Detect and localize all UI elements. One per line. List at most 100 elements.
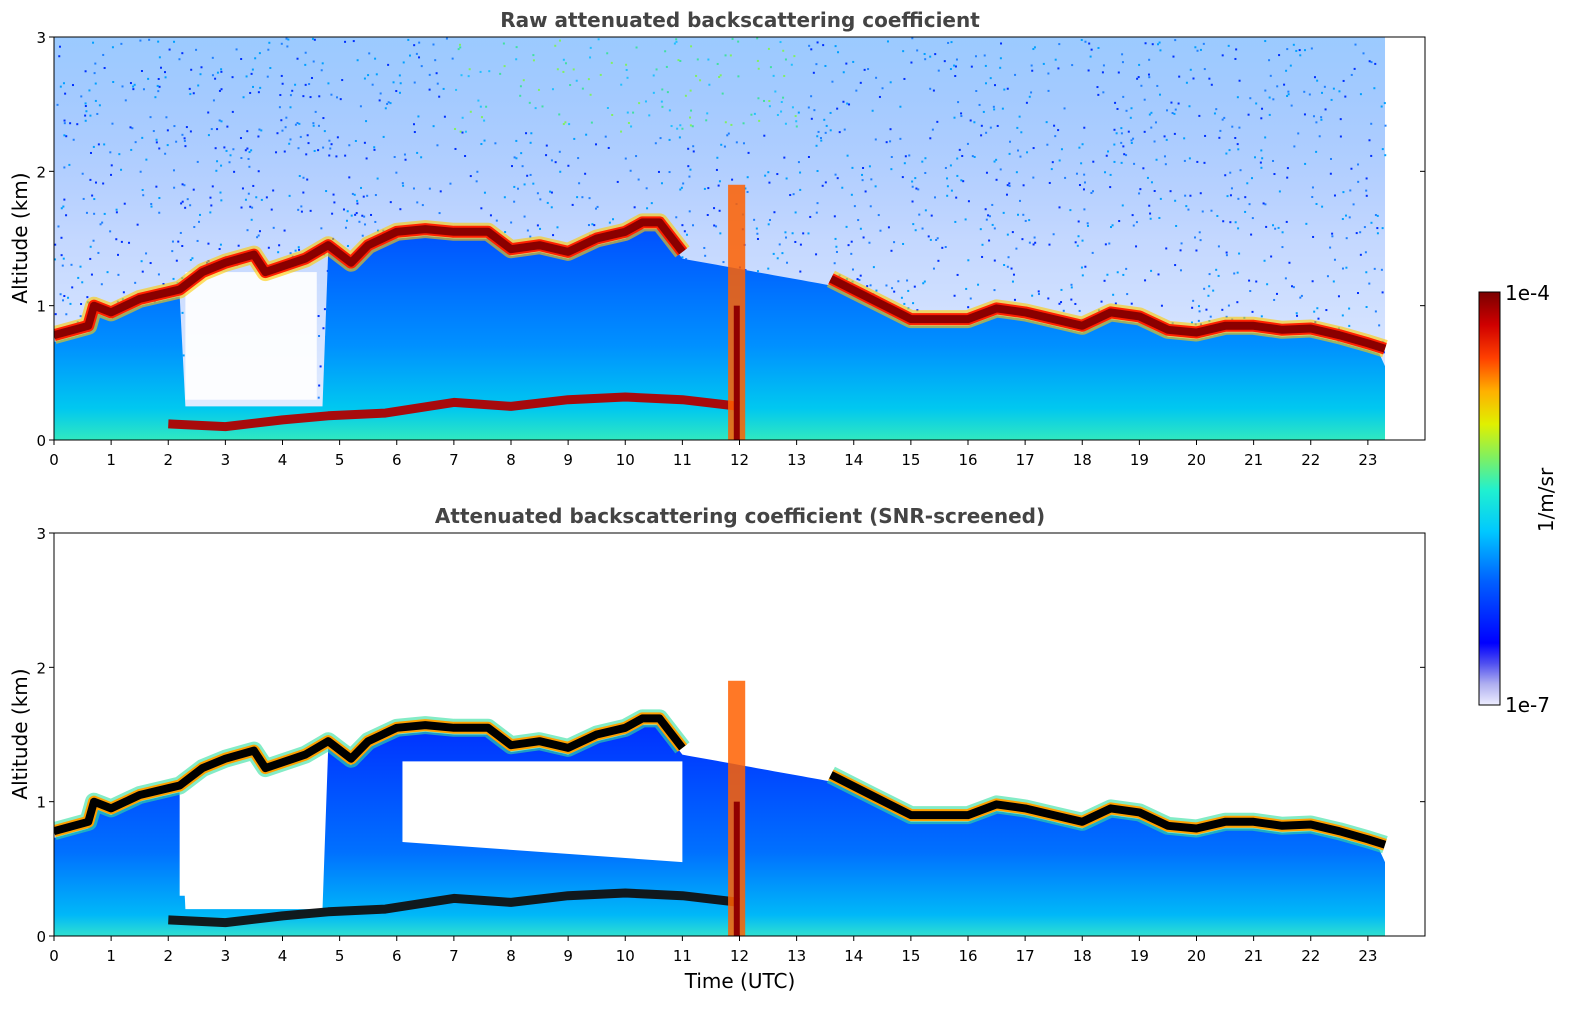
noise-speckle <box>1215 268 1218 271</box>
noise-speckle <box>1363 226 1366 229</box>
noise-speckle <box>1110 226 1113 229</box>
noise-speckle <box>683 230 686 233</box>
noise-speckle <box>1295 312 1298 315</box>
noise-speckle <box>782 96 785 99</box>
noise-speckle <box>691 125 694 128</box>
noise-speckle <box>1344 95 1347 98</box>
noise-speckle <box>1022 213 1025 216</box>
noise-speckle <box>834 45 837 48</box>
noise-speckle <box>219 191 222 194</box>
noise-speckle <box>1030 64 1033 67</box>
noise-speckle <box>65 313 68 316</box>
noise-speckle <box>101 221 104 224</box>
noise-speckle <box>1350 167 1353 170</box>
noise-speckle <box>214 77 217 80</box>
noise-speckle <box>200 66 203 69</box>
noise-speckle <box>843 128 846 131</box>
noise-speckle <box>175 259 178 262</box>
noise-speckle <box>794 115 797 118</box>
noise-speckle <box>575 79 578 82</box>
noise-speckle <box>248 165 251 168</box>
noise-speckle <box>417 115 420 118</box>
noise-speckle <box>1180 242 1183 245</box>
noise-speckle <box>1357 163 1360 166</box>
noise-speckle <box>664 50 667 53</box>
noise-speckle <box>851 166 854 169</box>
layer-core <box>829 771 1387 849</box>
noise-speckle <box>927 235 930 238</box>
noise-speckle <box>776 257 779 260</box>
noise-speckle <box>1221 54 1224 57</box>
noise-speckle <box>344 154 347 157</box>
noise-speckle <box>1028 219 1031 222</box>
noise-speckle <box>1248 279 1251 282</box>
noise-speckle <box>1359 231 1362 234</box>
noise-speckle <box>1333 194 1336 197</box>
noise-speckle <box>1284 277 1287 280</box>
noise-speckle <box>606 106 609 109</box>
noise-speckle <box>515 58 518 61</box>
noise-speckle <box>737 40 740 43</box>
noise-speckle <box>1142 167 1145 170</box>
noise-speckle <box>1264 203 1267 206</box>
noise-speckle <box>246 229 249 232</box>
noise-speckle <box>793 55 796 58</box>
noise-speckle <box>225 149 228 152</box>
noise-speckle <box>1229 194 1232 197</box>
noise-speckle <box>853 205 856 208</box>
noise-speckle <box>1117 71 1120 74</box>
noise-speckle <box>333 201 336 204</box>
noise-speckle <box>269 66 272 69</box>
noise-speckle <box>1125 267 1128 270</box>
noise-speckle <box>1054 58 1057 61</box>
noise-speckle <box>850 252 853 255</box>
noise-speckle <box>134 141 137 144</box>
noise-speckle <box>172 277 175 280</box>
noise-speckle <box>785 236 788 239</box>
noise-speckle <box>331 212 334 215</box>
noise-speckle <box>341 79 344 82</box>
noise-speckle <box>233 170 236 173</box>
noise-speckle <box>65 135 68 138</box>
noise-speckle <box>845 62 848 65</box>
noise-speckle <box>229 154 232 157</box>
noise-speckle <box>522 79 525 82</box>
noise-speckle <box>1272 159 1275 162</box>
noise-speckle <box>537 88 540 91</box>
noise-speckle <box>660 100 663 103</box>
noise-speckle <box>841 186 844 189</box>
noise-speckle <box>1081 143 1084 146</box>
noise-speckle <box>294 83 297 86</box>
noise-speckle <box>120 42 123 45</box>
noise-speckle <box>211 56 214 59</box>
noise-speckle <box>464 155 467 158</box>
noise-speckle <box>370 213 373 216</box>
noise-speckle <box>1063 107 1066 110</box>
noise-speckle <box>348 176 351 179</box>
noise-speckle <box>276 132 279 135</box>
noise-speckle <box>1222 220 1225 223</box>
noise-speckle <box>996 124 999 127</box>
noise-speckle <box>562 70 565 73</box>
noise-speckle <box>552 234 555 237</box>
noise-speckle <box>495 219 498 222</box>
noise-speckle <box>718 180 721 183</box>
noise-speckle <box>755 227 758 230</box>
noise-speckle <box>155 185 158 188</box>
noise-speckle <box>718 76 721 79</box>
noise-speckle <box>746 190 749 193</box>
noise-speckle <box>401 182 404 185</box>
noise-speckle <box>626 111 629 114</box>
x-tick-label: 23 <box>1358 947 1377 965</box>
noise-speckle <box>1355 232 1358 235</box>
noise-speckle <box>719 232 722 235</box>
noise-speckle <box>836 177 839 180</box>
noise-speckle <box>1151 43 1154 46</box>
noise-speckle <box>1163 155 1166 158</box>
x-tick-label: 18 <box>1073 451 1092 469</box>
noise-speckle <box>223 146 226 149</box>
noise-speckle <box>612 218 615 221</box>
noise-speckle <box>549 190 552 193</box>
x-tick-label: 21 <box>1244 451 1263 469</box>
noise-speckle <box>689 168 692 171</box>
